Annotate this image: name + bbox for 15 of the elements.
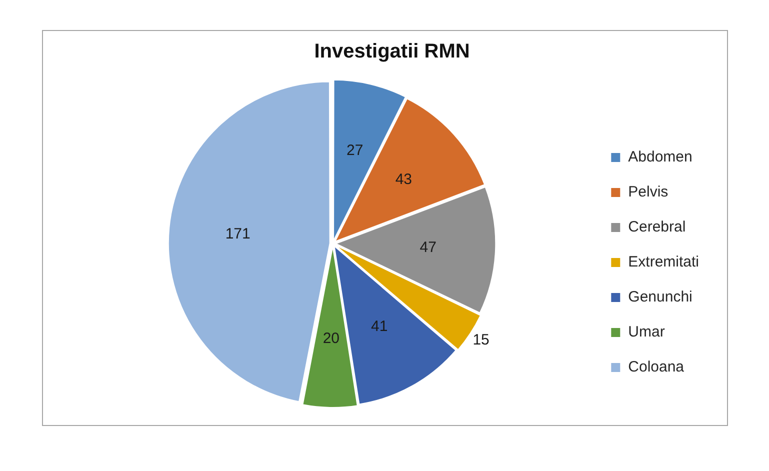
data-label: 20 [322,330,340,348]
legend-label: Extremitati [628,254,700,271]
data-label: 43 [395,170,412,188]
data-label: 15 [472,331,490,348]
legend-label: Cerebral [628,218,686,236]
chart-title: Investigatii RMN [314,40,470,63]
legend-label: Abdomen [628,148,692,166]
legend-label: Umar [628,324,665,341]
data-label: 47 [420,238,436,256]
data-label: 27 [346,142,364,159]
legend-label: Coloana [628,358,685,376]
data-label: 171 [225,226,250,243]
legend-label: Genunchi [628,288,692,306]
legend-label: Pelvis [628,184,668,201]
data-label: 41 [370,318,388,335]
